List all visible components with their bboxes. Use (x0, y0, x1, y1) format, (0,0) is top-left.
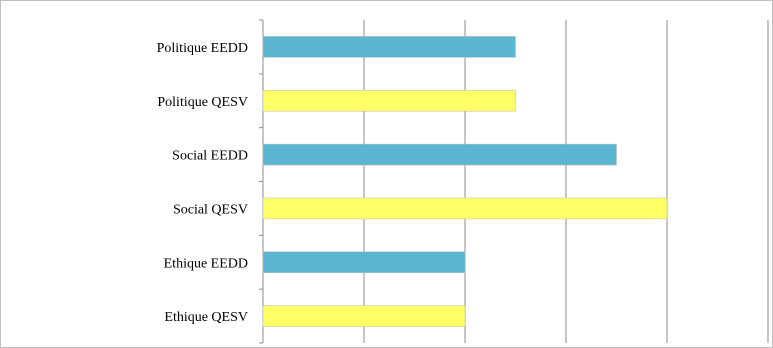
bar-politique-qesv (262, 90, 516, 112)
category-axis (259, 19, 264, 344)
grid-lines (363, 20, 769, 343)
category-label-ethique-eedd: Ethique EEDD (164, 256, 248, 271)
category-label-social-qesv: Social QESV (173, 202, 248, 217)
bar-ethique-eedd (262, 251, 466, 273)
category-label-ethique-qesv: Ethique QESV (164, 310, 248, 325)
category-label-politique-eedd: Politique EEDD (157, 41, 248, 56)
bar-social-eedd (262, 143, 617, 166)
bars (262, 36, 668, 327)
bar-politique-eedd (262, 36, 516, 58)
category-labels: Politique EEDD Politique QESV Social EEDD S… (157, 41, 248, 325)
category-label-politique-qesv: Politique QESV (157, 95, 248, 110)
bar-ethique-qesv (262, 305, 466, 327)
bar-social-qesv (262, 197, 668, 220)
category-label-social-eedd: Social EEDD (172, 149, 248, 164)
